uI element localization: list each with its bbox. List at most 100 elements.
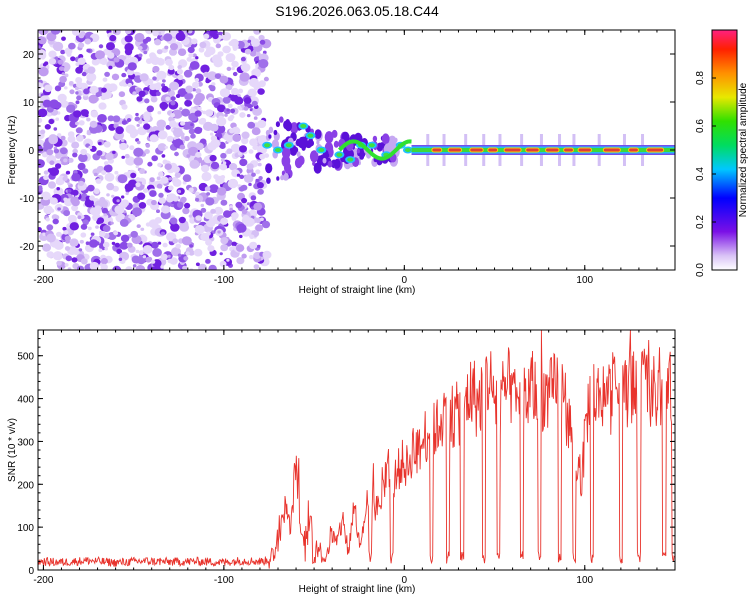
- noise-blob: [70, 56, 76, 62]
- noise-blob: [133, 147, 144, 157]
- snr-y-tick-label: 300: [17, 437, 34, 448]
- noise-blob: [157, 241, 162, 245]
- noise-blob: [262, 50, 267, 55]
- noise-blob: [57, 59, 64, 65]
- noise-blob: [111, 73, 120, 81]
- noise-blob: [121, 195, 125, 199]
- tone-segment-1: [448, 148, 462, 152]
- noise-blob: [200, 207, 207, 213]
- noise-blob: [217, 104, 226, 113]
- noise-blob: [207, 245, 215, 252]
- noise-blob: [125, 30, 132, 35]
- noise-blob: [160, 253, 168, 260]
- noise-blob: [230, 94, 239, 102]
- hot-spot-inner: [404, 148, 411, 152]
- noise-blob: [204, 157, 209, 162]
- noise-blob: [162, 242, 168, 248]
- noise-blob: [152, 65, 160, 73]
- noise-blob: [61, 72, 66, 76]
- noise-blob: [98, 230, 106, 237]
- noise-blob: [69, 222, 80, 231]
- colorbar-tick-label: 0.6: [695, 119, 706, 133]
- colorbar-tick-label: 0.2: [695, 215, 706, 229]
- noise-blob: [80, 258, 88, 265]
- noise-blob: [258, 59, 269, 69]
- noise-blob: [87, 184, 95, 192]
- noise-blob: [259, 39, 266, 45]
- snr-y-tick-label: 500: [17, 352, 34, 363]
- noise-blob: [164, 45, 169, 50]
- colorbar-frame: [711, 29, 738, 271]
- noise-blob: [76, 95, 82, 101]
- noise-blob: [95, 92, 101, 98]
- noise-blob: [75, 121, 79, 126]
- y-tick-label: -10: [20, 194, 35, 205]
- noise-blob: [86, 117, 91, 122]
- noise-blob: [154, 39, 162, 46]
- transition-blob: [333, 140, 339, 148]
- noise-blob: [48, 135, 59, 145]
- noise-blob: [205, 109, 214, 117]
- noise-blob: [88, 145, 93, 150]
- noise-blob: [38, 227, 42, 232]
- noise-blob: [226, 136, 233, 143]
- transition-blob: [290, 122, 299, 134]
- noise-blob: [112, 30, 117, 34]
- noise-blob: [50, 30, 61, 35]
- noise-blob: [136, 224, 141, 229]
- noise-blob: [219, 260, 227, 267]
- noise-blob: [224, 113, 228, 117]
- noise-blob: [67, 189, 72, 193]
- noise-blob: [184, 202, 191, 209]
- noise-blob: [241, 131, 250, 139]
- noise-blob: [143, 123, 151, 130]
- noise-blob: [200, 64, 210, 74]
- noise-blob: [104, 71, 110, 77]
- noise-blob: [96, 150, 103, 156]
- noise-blob: [89, 85, 99, 95]
- tone-segment-10: [629, 148, 638, 152]
- noise-blob: [257, 119, 267, 129]
- noise-blob: [124, 35, 133, 43]
- y-tick-label: 20: [23, 50, 35, 61]
- noise-blob: [249, 241, 258, 250]
- noise-blob: [168, 177, 173, 181]
- noise-blob: [60, 100, 69, 108]
- noise-blob: [160, 176, 169, 184]
- noise-blob: [188, 128, 196, 135]
- noise-blob: [156, 176, 161, 180]
- noise-blob: [160, 231, 166, 236]
- noise-blob: [84, 38, 92, 45]
- noise-blob: [84, 113, 89, 118]
- noise-blob: [56, 187, 60, 191]
- noise-blob: [87, 226, 92, 231]
- noise-blob: [226, 258, 230, 262]
- snr-marks: [38, 330, 675, 569]
- noise-blob: [257, 188, 264, 195]
- noise-blob: [170, 100, 176, 106]
- noise-blob: [178, 216, 186, 224]
- noise-blob: [159, 101, 169, 110]
- noise-blob: [146, 78, 154, 85]
- noise-blob: [244, 48, 252, 55]
- transition-blob: [276, 176, 280, 181]
- noise-blob: [206, 192, 211, 196]
- noise-blob: [44, 124, 51, 130]
- noise-blob: [130, 132, 137, 139]
- noise-blob: [120, 234, 130, 243]
- noise-blob: [135, 112, 139, 117]
- noise-blob: [226, 148, 233, 154]
- noise-blob: [68, 81, 74, 86]
- noise-blob: [72, 148, 78, 154]
- noise-blob: [48, 118, 55, 125]
- transition-blob: [301, 144, 306, 151]
- noise-blob: [119, 241, 129, 250]
- noise-blob: [195, 56, 199, 60]
- noise-blob: [177, 253, 182, 257]
- noise-blob: [184, 135, 190, 142]
- noise-blob: [89, 195, 95, 201]
- noise-blob: [198, 263, 207, 270]
- noise-blob: [214, 206, 224, 215]
- noise-blob: [169, 257, 178, 265]
- hot-spot-inner: [264, 143, 271, 148]
